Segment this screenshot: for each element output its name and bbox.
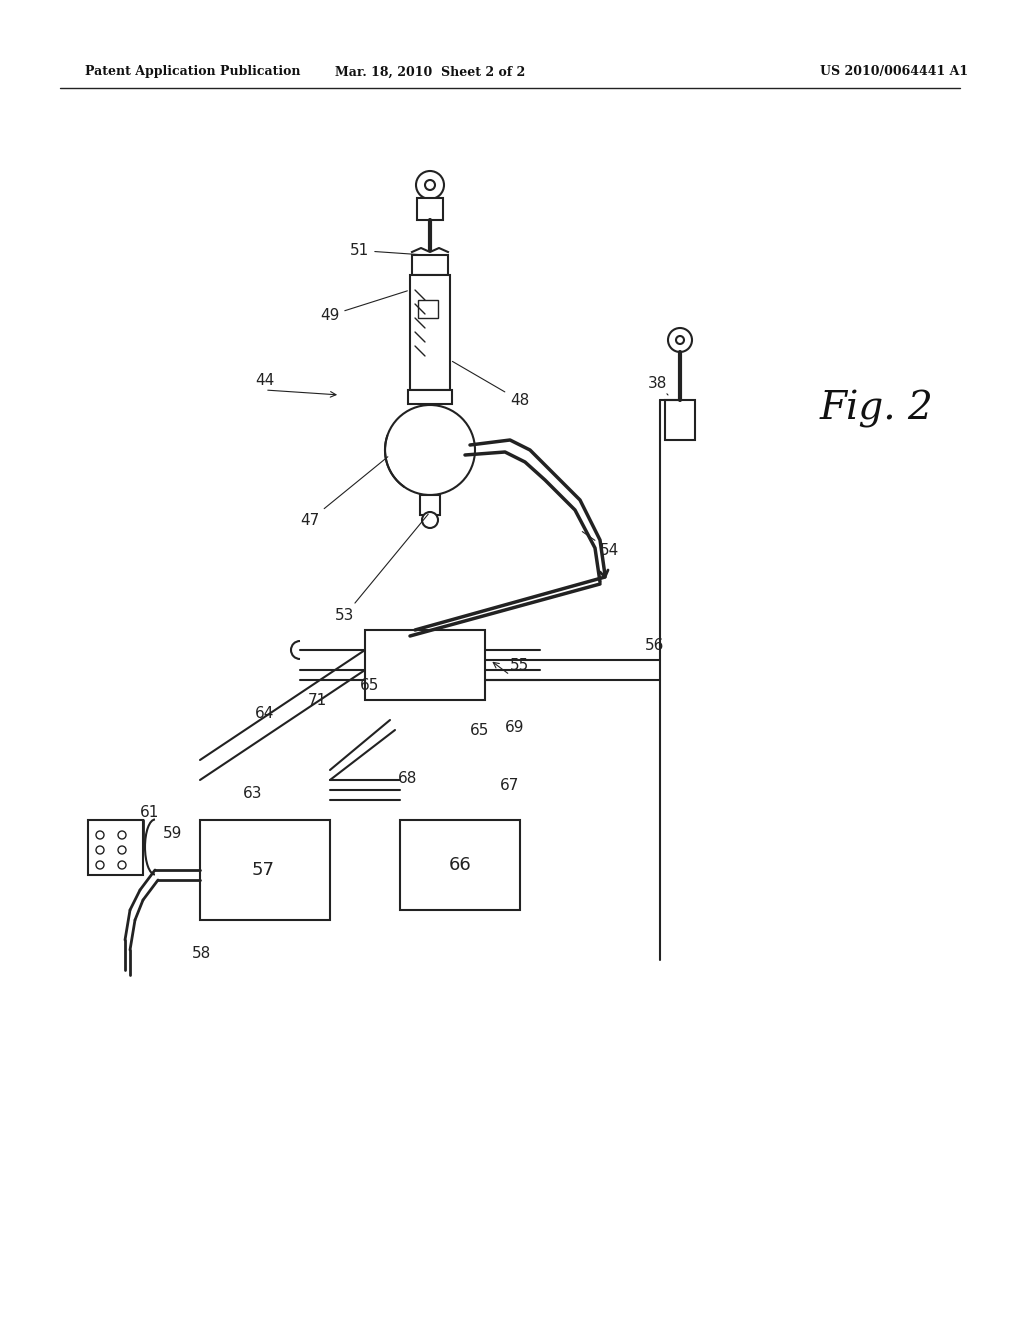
Text: 49: 49 <box>319 290 408 323</box>
Text: 67: 67 <box>500 777 519 793</box>
Bar <box>410 275 450 389</box>
Bar <box>200 820 330 920</box>
Text: 65: 65 <box>470 723 489 738</box>
Text: 47: 47 <box>300 457 388 528</box>
Circle shape <box>385 405 475 495</box>
Text: 64: 64 <box>255 706 274 721</box>
Bar <box>408 389 452 404</box>
Circle shape <box>416 172 444 199</box>
Text: 59: 59 <box>163 826 182 841</box>
Bar <box>365 630 485 700</box>
Bar <box>412 255 449 275</box>
Text: 53: 53 <box>335 515 428 623</box>
Text: 61: 61 <box>140 805 160 820</box>
Text: 63: 63 <box>243 785 262 801</box>
Bar <box>417 198 443 220</box>
Text: US 2010/0064441 A1: US 2010/0064441 A1 <box>820 66 968 78</box>
Circle shape <box>668 327 692 352</box>
Text: 69: 69 <box>505 719 524 735</box>
Bar <box>400 820 520 909</box>
Text: 65: 65 <box>360 678 379 693</box>
Circle shape <box>96 861 104 869</box>
Circle shape <box>422 512 438 528</box>
Text: 58: 58 <box>193 946 211 961</box>
Circle shape <box>118 846 126 854</box>
Text: 66: 66 <box>449 855 471 874</box>
Bar <box>418 300 438 318</box>
Text: 68: 68 <box>398 771 418 785</box>
Text: Patent Application Publication: Patent Application Publication <box>85 66 300 78</box>
Text: 38: 38 <box>648 376 668 395</box>
Bar <box>665 400 695 440</box>
Bar <box>420 495 440 515</box>
Text: 55: 55 <box>510 657 529 673</box>
Text: 54: 54 <box>583 532 620 558</box>
Text: Mar. 18, 2010  Sheet 2 of 2: Mar. 18, 2010 Sheet 2 of 2 <box>335 66 525 78</box>
Circle shape <box>425 180 435 190</box>
Circle shape <box>96 832 104 840</box>
Bar <box>88 820 143 875</box>
Text: 51: 51 <box>350 243 422 257</box>
Circle shape <box>676 337 684 345</box>
Circle shape <box>96 846 104 854</box>
Text: 44: 44 <box>255 374 274 388</box>
Text: 48: 48 <box>453 362 529 408</box>
Text: 56: 56 <box>645 638 665 653</box>
Circle shape <box>118 861 126 869</box>
Text: 57: 57 <box>252 861 274 879</box>
Text: 71: 71 <box>308 693 328 708</box>
Text: Fig. 2: Fig. 2 <box>820 391 934 429</box>
Circle shape <box>118 832 126 840</box>
